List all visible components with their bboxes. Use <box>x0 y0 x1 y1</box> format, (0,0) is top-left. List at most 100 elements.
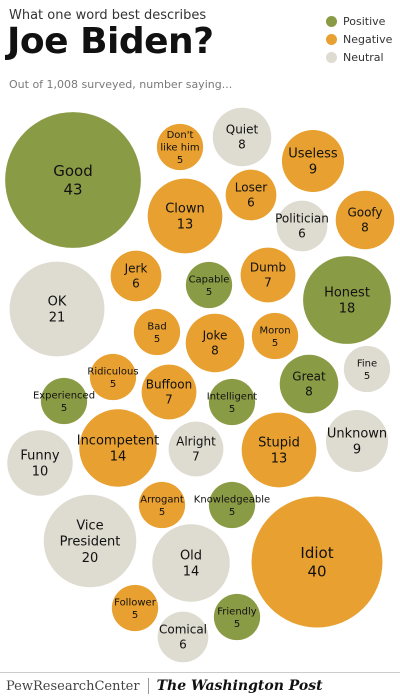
legend-label-negative: Negative <box>343 32 393 46</box>
bubble-label-great: Great <box>292 370 326 384</box>
bubble-intelligent: Intelligent 5 <box>207 378 257 426</box>
legend: Positive Negative Neutral <box>326 12 392 66</box>
bubble-count-useless: 9 <box>309 163 317 178</box>
bubble-label-useless: Useless <box>288 146 338 161</box>
bubble-count-experienced: 5 <box>61 403 67 414</box>
footer-divider <box>0 672 400 673</box>
bubble-unknown: Unknown 9 <box>325 409 389 473</box>
bubble-label-vice-president-0: Vice <box>76 518 103 533</box>
bubble-circle-idiot <box>251 496 383 628</box>
bubble-count-incompetent: 14 <box>110 450 127 465</box>
bubble-count-dumb: 7 <box>264 276 272 290</box>
bubble-experienced: Experienced 5 <box>33 377 95 425</box>
bubble-label-honest: Honest <box>324 285 370 300</box>
bubble-stupid: Stupid 13 <box>241 412 317 488</box>
bubble-label-funny: Funny <box>20 448 59 463</box>
bubble-label-friendly: Friendly <box>217 606 257 617</box>
bubble-label-follower: Follower <box>114 597 157 608</box>
bubble-count-follower: 5 <box>132 610 138 621</box>
legend-swatch-positive <box>326 15 337 27</box>
bubble-label-loser: Loser <box>235 181 267 195</box>
bubble-label-goofy: Goofy <box>347 206 382 220</box>
bubble-honest: Honest 18 <box>303 256 391 344</box>
bubble-circle-follower <box>111 584 159 632</box>
bubble-label-buffoon: Buffoon <box>146 378 192 392</box>
bubble-count-joke: 8 <box>211 344 219 358</box>
bubble-label-vice-president-1: President <box>60 535 121 550</box>
legend-swatch-negative <box>326 33 337 45</box>
bubble-count-ok: 21 <box>49 311 66 326</box>
bubble-count-great: 8 <box>305 385 313 399</box>
bubble-funny: Funny 10 <box>7 430 73 496</box>
source-logo: PewResearchCenter <box>6 678 140 694</box>
bubble-count-capable: 5 <box>206 287 212 298</box>
bubble-capable: Capable 5 <box>185 261 233 309</box>
bubble-circle-jerk <box>110 250 162 302</box>
bubble-count-loser: 6 <box>247 196 255 210</box>
bubble-label-don-t-like-him-0: Don't <box>167 130 194 141</box>
bubble-count-friendly: 5 <box>234 619 240 630</box>
bubble-circle-dumb <box>240 247 296 303</box>
bubble-circle-alright <box>168 421 224 477</box>
bubble-circle-ridiculous <box>89 353 137 401</box>
bubble-circle-intelligent <box>208 378 256 426</box>
bubble-count-unknown: 9 <box>353 443 361 458</box>
bubble-useless: Useless 9 <box>281 129 345 193</box>
partner-logo: The Washington Post <box>156 678 323 694</box>
bubble-circle-capable <box>185 261 233 309</box>
bubble-count-goofy: 8 <box>361 221 369 235</box>
chart-note: Out of 1,008 surveyed, number saying... <box>9 78 233 91</box>
bubble-count-intelligent: 5 <box>229 404 235 415</box>
footer-separator <box>147 678 149 694</box>
legend-swatch-neutral <box>326 51 337 63</box>
bubble-circle-politician <box>276 200 328 252</box>
bubble-arrogant: Arrogant 5 <box>138 481 186 529</box>
bubble-count-buffoon: 7 <box>165 393 173 407</box>
bubble-count-clown: 13 <box>177 218 194 233</box>
bubble-label-joke: Joke <box>202 329 228 343</box>
bubble-label-dumb: Dumb <box>250 261 286 275</box>
bubble-label-good: Good <box>53 162 93 180</box>
bubble-circle-don-t-like-him <box>156 123 204 171</box>
bubble-count-knowledgeable: 5 <box>229 507 235 518</box>
bubble-count-old: 14 <box>183 565 200 580</box>
bubble-count-politician: 6 <box>298 227 306 241</box>
bubble-circle-buffoon <box>141 364 197 420</box>
bubble-circle-bad <box>133 308 181 356</box>
bubble-circle-arrogant <box>138 481 186 529</box>
bubble-circle-useless <box>281 129 345 193</box>
bubble-circle-experienced <box>40 377 88 425</box>
bubble-circle-good <box>5 112 141 248</box>
bubble-label-don-t-like-him-1: like him <box>160 143 199 154</box>
bubble-circle-unknown <box>325 409 389 473</box>
bubble-label-comical: Comical <box>159 623 207 637</box>
bubble-circle-incompetent <box>79 409 157 487</box>
bubble-count-good: 43 <box>63 181 82 199</box>
bubble-bad: Bad 5 <box>133 308 181 356</box>
legend-item-neutral: Neutral <box>326 48 392 66</box>
bubble-label-quiet: Quiet <box>226 123 259 137</box>
bubble-label-moron: Moron <box>259 325 290 336</box>
bubble-label-experienced: Experienced <box>33 390 95 401</box>
bubble-count-jerk: 6 <box>132 277 140 291</box>
chart-question: What one word best describes <box>9 8 207 23</box>
bubble-circle-vice-president <box>43 494 137 588</box>
bubble-circle-knowledgeable <box>208 481 256 529</box>
bubble-incompetent: Incompetent 14 <box>77 409 159 487</box>
bubble-circle-funny <box>7 430 73 496</box>
bubble-circle-moron <box>251 312 299 360</box>
bubble-count-quiet: 8 <box>238 138 246 152</box>
bubble-label-stupid: Stupid <box>258 435 300 450</box>
bubble-count-funny: 10 <box>32 465 49 480</box>
bubble-knowledgeable: Knowledgeable 5 <box>194 481 270 529</box>
bubble-label-alright: Alright <box>176 435 216 449</box>
